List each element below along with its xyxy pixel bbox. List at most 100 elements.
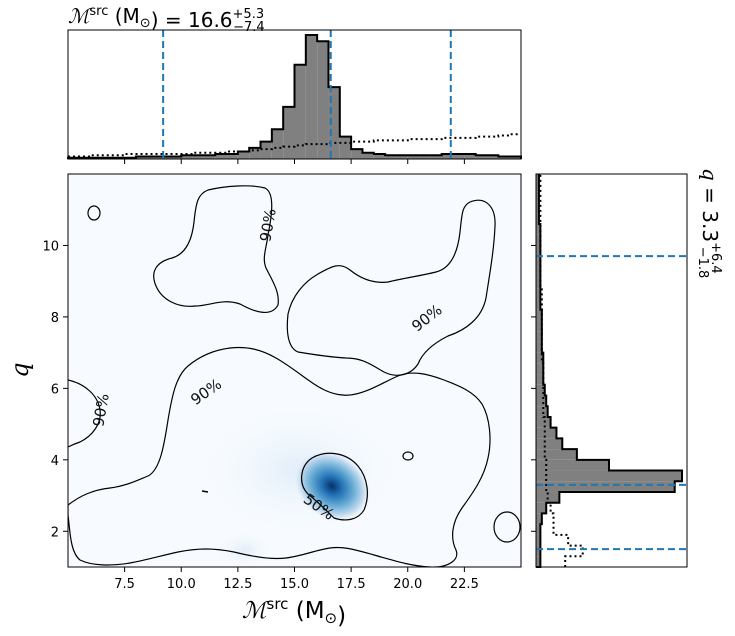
contour-90-island-mid [402, 451, 414, 461]
top-hist-bar [419, 155, 431, 159]
right-title-minus: −1.8 [695, 247, 710, 279]
contour-50 [301, 452, 368, 521]
top-hist-bar [328, 87, 340, 159]
right-panel-frame [535, 173, 688, 568]
top-hist-bar [475, 155, 488, 159]
contour-90-speck [201, 490, 209, 493]
right-hist-bar [536, 320, 542, 332]
top-hist-bar [169, 156, 182, 159]
right-hist-bar [536, 534, 541, 546]
y-tick-label: 4 [51, 454, 59, 469]
right-hist-bar [536, 224, 541, 235]
top-hist-bar [237, 151, 250, 159]
title-minus: −7.4 [233, 20, 265, 35]
right-hist-bar [536, 438, 563, 450]
right-hist-bar [536, 256, 541, 267]
top-hist-bar [181, 155, 193, 159]
joint-ticks [63, 244, 465, 572]
x-tick-label: 7.5 [114, 577, 135, 592]
top-hist-bar [464, 154, 476, 159]
top-posterior-bars [68, 35, 521, 160]
right-hist-bar [536, 395, 547, 407]
top-hist-bar [317, 41, 329, 160]
right-hist-bar [536, 202, 539, 214]
title-unit-open: (M [115, 4, 140, 28]
right-hist-bar [536, 309, 542, 321]
right-hist-bar [536, 374, 544, 385]
x-axis-label: ℳsrc (M⊙) [242, 595, 346, 629]
right-hist-bar [536, 266, 541, 278]
title-mchirp-symbol: ℳ [68, 4, 92, 28]
top-hist-bar [158, 156, 170, 159]
density-peak [292, 449, 372, 523]
right-hist-bar [536, 556, 541, 567]
right-hist-bar [536, 299, 541, 310]
right-hist-bar [536, 491, 560, 503]
top-hist-bar [441, 154, 454, 159]
top-hist-bar [249, 147, 261, 159]
right-hist-bar [536, 427, 557, 439]
top-hist-bar [498, 156, 510, 159]
top-hist-bar [305, 35, 318, 159]
contour-90-main [68, 346, 491, 567]
x-tick-label: 17.5 [337, 577, 366, 592]
contour-90-left-edge [68, 379, 101, 448]
right-hist-bar [536, 181, 539, 192]
top-hist-bar [283, 106, 295, 159]
right-hist-bar [536, 416, 551, 428]
contour-90-island-top-left [87, 205, 101, 221]
x-tick-label: 15.0 [280, 577, 309, 592]
right-quantile-lines [536, 255, 687, 551]
xlabel-unit-open: (M [296, 598, 325, 624]
title-plus: +5.3 [233, 7, 265, 22]
top-prior-outline [68, 133, 521, 158]
top-hist-bar [396, 155, 408, 159]
right-hist-bar [536, 213, 539, 225]
top-hist-bar [147, 156, 159, 159]
right-hist-bar [536, 524, 541, 535]
right-marginal-panel: q = 3.3+6.4−1.8 [531, 168, 723, 568]
title-median: 16.6 [188, 8, 233, 32]
top-hist-bar [215, 154, 227, 159]
right-title-plus: +6.4 [708, 242, 723, 274]
top-hist-bar [192, 155, 204, 159]
xlabel-sup: src [267, 595, 289, 613]
title-mchirp-sup: src [89, 4, 108, 19]
x-tick-label: 12.5 [223, 577, 252, 592]
right-hist-bar [536, 191, 539, 203]
contour-label-90-left: 90% [89, 392, 113, 428]
right-hist-bar [536, 234, 541, 246]
right-hist-bar [536, 545, 541, 557]
right-posterior-bars [536, 174, 682, 567]
right-hist-bar [536, 277, 541, 289]
right-hist-bar [536, 470, 682, 482]
top-title: ℳsrc (M⊙) = 16.6+5.3 −7.4 [68, 4, 265, 35]
top-hist-bar [509, 156, 521, 159]
right-hist-bar [536, 341, 542, 353]
right-panel-ticks [531, 244, 536, 532]
title-sun: ⊙ [140, 16, 151, 31]
right-title-median: 3.3 [698, 210, 722, 242]
right-hist-bar [536, 363, 544, 375]
y-tick-label: 8 [51, 311, 59, 326]
contour-90-upper-left [153, 185, 279, 313]
top-marginal-panel: ℳsrc (M⊙) = 16.6+5.3 −7.4 [67, 4, 522, 164]
right-hist-bar [536, 331, 542, 342]
xlabel-sun: ⊙ [325, 609, 338, 627]
top-hist-bar [271, 129, 284, 159]
top-panel-ticks [124, 159, 465, 164]
contour-90-island-right [493, 511, 521, 543]
density-layer [68, 185, 521, 567]
right-hist-bar [536, 502, 547, 514]
right-hist-bar [536, 352, 544, 364]
right-title: q = 3.3+6.4−1.8 [695, 168, 723, 278]
x-tick-label: 10.0 [167, 577, 196, 592]
right-title-equals: = [698, 187, 722, 204]
top-hist-bar [203, 155, 216, 159]
x-tick-labels: 7.5 10.0 12.5 15.0 17.5 20.0 22.5 [114, 577, 479, 592]
x-tick-label: 22.5 [450, 577, 479, 592]
right-title-symbol: q [698, 168, 722, 181]
top-hist-bar [339, 136, 352, 159]
top-hist-bar [487, 155, 499, 159]
title-unit-close: ) [151, 8, 159, 32]
